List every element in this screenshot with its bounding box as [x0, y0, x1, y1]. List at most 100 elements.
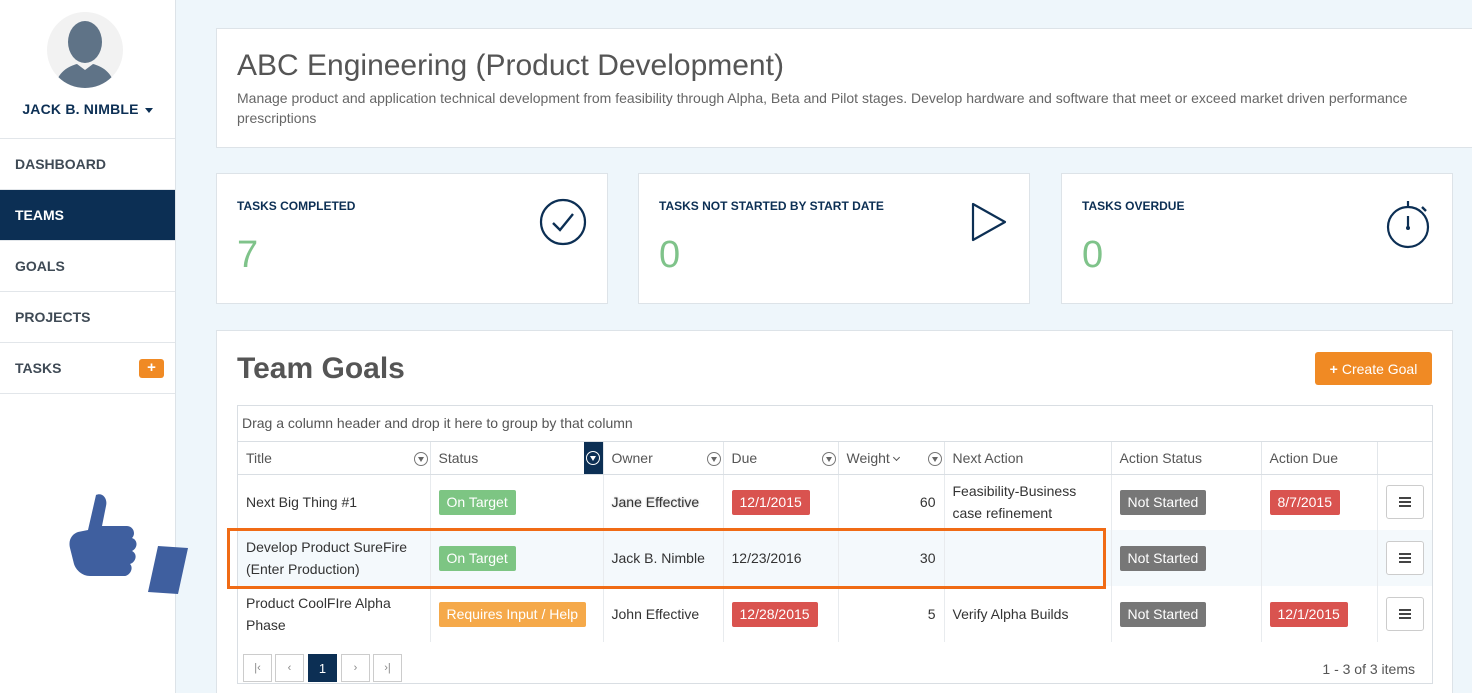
goal-weight: 30: [838, 530, 945, 586]
stat-card-tasks-not-started: TASKS NOT STARTED BY START DATE 0: [638, 173, 1030, 304]
nav-item-goals[interactable]: GOALS: [0, 241, 175, 292]
table-row[interactable]: Develop Product SureFire (Enter Producti…: [238, 530, 1432, 586]
plus-icon: +: [1329, 360, 1338, 377]
column-label: Owner: [611, 449, 653, 466]
column-label: Next Action: [952, 449, 1024, 466]
action-status-badge: Not Started: [1119, 545, 1207, 571]
goals-table: Title Status Owner Due Weight Next Actio…: [238, 442, 1432, 642]
status-badge: Requires Input / Help: [438, 601, 587, 627]
pagination: |‹ ‹ 1 › ›| 1 - 3 of 3 items: [238, 651, 1432, 683]
column-header-status[interactable]: Status: [430, 442, 604, 475]
play-icon: [971, 202, 1007, 242]
next-action: [944, 530, 1112, 586]
column-label: Title: [246, 449, 272, 466]
goal-title[interactable]: Next Big Thing #1: [238, 474, 431, 530]
nav-item-dashboard[interactable]: DASHBOARD: [0, 139, 175, 190]
first-page-button[interactable]: |‹: [243, 654, 272, 682]
filter-active-icon[interactable]: [583, 442, 603, 474]
row-menu-button[interactable]: [1385, 485, 1424, 520]
column-label: Action Due: [1269, 449, 1338, 466]
stat-card-tasks-completed: TASKS COMPLETED 7: [216, 173, 608, 304]
stat-label: TASKS NOT STARTED BY START DATE: [659, 199, 884, 213]
nav-item-tasks[interactable]: TASKS +: [0, 343, 175, 394]
action-status-badge: Not Started: [1119, 489, 1207, 515]
sidebar: JACK B. NIMBLE DASHBOARD TEAMS GOALS PRO…: [0, 0, 188, 693]
table-row[interactable]: Product CoolFIre Alpha Phase Requires In…: [238, 586, 1432, 642]
goal-weight: 5: [838, 586, 945, 642]
nav-item-label: TEAMS: [15, 207, 64, 223]
status-badge: On Target: [438, 489, 516, 515]
stat-label: TASKS COMPLETED: [237, 199, 356, 213]
column-label: Status: [438, 449, 479, 466]
stat-label: TASKS OVERDUE: [1082, 199, 1185, 213]
user-menu[interactable]: JACK B. NIMBLE: [0, 101, 175, 117]
last-page-button[interactable]: ›|: [373, 654, 402, 682]
thumbs-up-icon: [69, 494, 188, 594]
goal-title[interactable]: Develop Product SureFire (Enter Producti…: [238, 530, 431, 586]
stat-value: 7: [237, 234, 259, 276]
filter-icon[interactable]: [821, 452, 836, 466]
column-header-due[interactable]: Due: [723, 442, 839, 475]
team-goals-panel: Team Goals + Create Goal Drag a column he…: [216, 330, 1453, 693]
user-silhouette-icon: [55, 21, 115, 88]
status-badge: On Target: [438, 545, 516, 571]
nav-item-label: DASHBOARD: [15, 156, 106, 172]
page-number-button[interactable]: 1: [308, 654, 337, 682]
create-goal-button[interactable]: + Create Goal: [1315, 352, 1432, 385]
filter-icon[interactable]: [706, 452, 721, 466]
stat-card-tasks-overdue: TASKS OVERDUE 0: [1061, 173, 1453, 304]
column-header-actions: [1377, 442, 1432, 475]
stopwatch-icon: [1386, 201, 1430, 249]
goal-due: 12/23/2016: [723, 530, 839, 586]
goal-weight: 60: [838, 474, 945, 530]
check-circle-icon: [539, 198, 587, 246]
row-menu-button[interactable]: [1385, 597, 1424, 631]
next-action: Feasibility-Business case refinement: [944, 474, 1112, 530]
filter-icon[interactable]: [413, 452, 428, 466]
goal-title[interactable]: Product CoolFIre Alpha Phase: [238, 586, 431, 642]
avatar[interactable]: [47, 12, 123, 88]
nav-item-label: PROJECTS: [15, 309, 91, 325]
action-due: [1261, 530, 1378, 586]
due-date-badge: 12/1/2015: [731, 489, 810, 515]
table-row[interactable]: Next Big Thing #1 On Target Jane Effecti…: [238, 474, 1432, 530]
goal-owner: Jane Effective: [603, 474, 724, 530]
column-header-action-due[interactable]: Action Due: [1261, 442, 1378, 475]
goal-owner: Jack B. Nimble: [603, 530, 724, 586]
hamburger-icon: [1398, 501, 1411, 504]
due-date-badge: 12/28/2015: [731, 601, 818, 627]
goals-grid: Drag a column header and drop it here to…: [237, 405, 1433, 684]
column-header-action-status[interactable]: Action Status: [1111, 442, 1262, 475]
page-description: Manage product and application technical…: [237, 90, 1408, 126]
column-label: Weight: [846, 449, 890, 466]
action-status-badge: Not Started: [1119, 601, 1207, 627]
nav-item-label: GOALS: [15, 258, 65, 274]
action-due-badge: 8/7/2015: [1269, 489, 1340, 515]
column-header-title[interactable]: Title: [238, 442, 431, 475]
sort-descending-icon: [892, 453, 900, 461]
column-header-next-action[interactable]: Next Action: [944, 442, 1112, 475]
previous-page-button[interactable]: ‹: [275, 654, 304, 682]
filter-icon[interactable]: [927, 452, 942, 466]
table-header-row: Title Status Owner Due Weight Next Actio…: [238, 442, 1432, 475]
pager-info: 1 - 3 of 3 items: [1322, 661, 1415, 677]
next-page-button[interactable]: ›: [341, 654, 370, 682]
user-name: JACK B. NIMBLE: [22, 101, 139, 117]
action-due-badge: 12/1/2015: [1269, 601, 1348, 627]
column-label: Due: [731, 449, 758, 466]
caret-down-icon: [144, 107, 153, 113]
add-task-button[interactable]: +: [139, 359, 164, 378]
page-title: ABC Engineering (Product Development): [237, 49, 784, 82]
nav-item-projects[interactable]: PROJECTS: [0, 292, 175, 343]
hamburger-icon: [1398, 557, 1411, 559]
column-header-weight[interactable]: Weight: [838, 442, 945, 475]
nav-item-label: TASKS: [15, 360, 62, 376]
stat-value: 0: [659, 234, 681, 276]
row-menu-button[interactable]: [1385, 541, 1424, 575]
next-action: Verify Alpha Builds: [944, 586, 1112, 642]
group-drop-area[interactable]: Drag a column header and drop it here to…: [238, 406, 1432, 442]
section-title: Team Goals: [237, 352, 405, 385]
column-header-owner[interactable]: Owner: [603, 442, 724, 475]
nav-item-teams[interactable]: TEAMS: [0, 190, 175, 241]
create-goal-label: Create Goal: [1341, 360, 1418, 377]
